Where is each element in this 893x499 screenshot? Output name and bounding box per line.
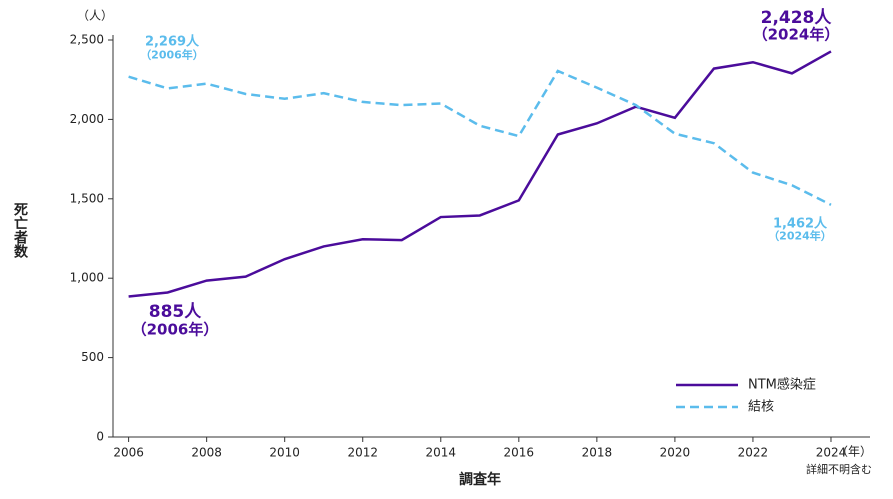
- y-tick-label: 2,000: [70, 112, 104, 126]
- legend-label: 結核: [748, 400, 774, 415]
- note: 詳細不明含む: [806, 462, 872, 476]
- x-tick-label: 2006: [113, 446, 144, 460]
- legend-label: NTM感染症: [748, 377, 816, 393]
- x-tick-label: 2020: [660, 446, 691, 460]
- annotation: （2006年）: [132, 320, 219, 338]
- x-tick-label: 2010: [269, 446, 300, 460]
- annotation: 2,428人: [761, 8, 833, 28]
- annotation: 1,462人: [773, 216, 828, 232]
- x-tick-label: 2016: [504, 446, 535, 460]
- y-tick-label: 500: [81, 350, 104, 364]
- annotation: 2,269人: [145, 34, 200, 50]
- x-unit: （年）: [836, 445, 872, 459]
- annotation: （2006年）: [140, 48, 204, 62]
- annotation: 885人: [149, 302, 202, 322]
- x-tick-label: 2022: [738, 446, 769, 460]
- y-tick-label: 2,500: [70, 33, 104, 47]
- y-tick-label: 0: [96, 430, 104, 444]
- x-axis-label: 調査年: [459, 471, 501, 488]
- x-tick-label: 2014: [425, 446, 456, 460]
- y-tick-label: 1,000: [70, 271, 104, 285]
- x-tick-label: 2012: [347, 446, 378, 460]
- series-line: [128, 69, 832, 206]
- x-tick-label: 2018: [582, 446, 613, 460]
- y-unit: （人）: [77, 9, 113, 23]
- annotation: （2024年）: [768, 229, 832, 243]
- annotation: （2024年）: [753, 25, 840, 43]
- y-tick-label: 1,500: [70, 191, 104, 205]
- x-tick-label: 2024: [816, 446, 847, 460]
- y-axis-label: 死亡者数: [12, 202, 29, 259]
- series-line: [128, 50, 832, 298]
- x-tick-label: 2008: [191, 446, 222, 460]
